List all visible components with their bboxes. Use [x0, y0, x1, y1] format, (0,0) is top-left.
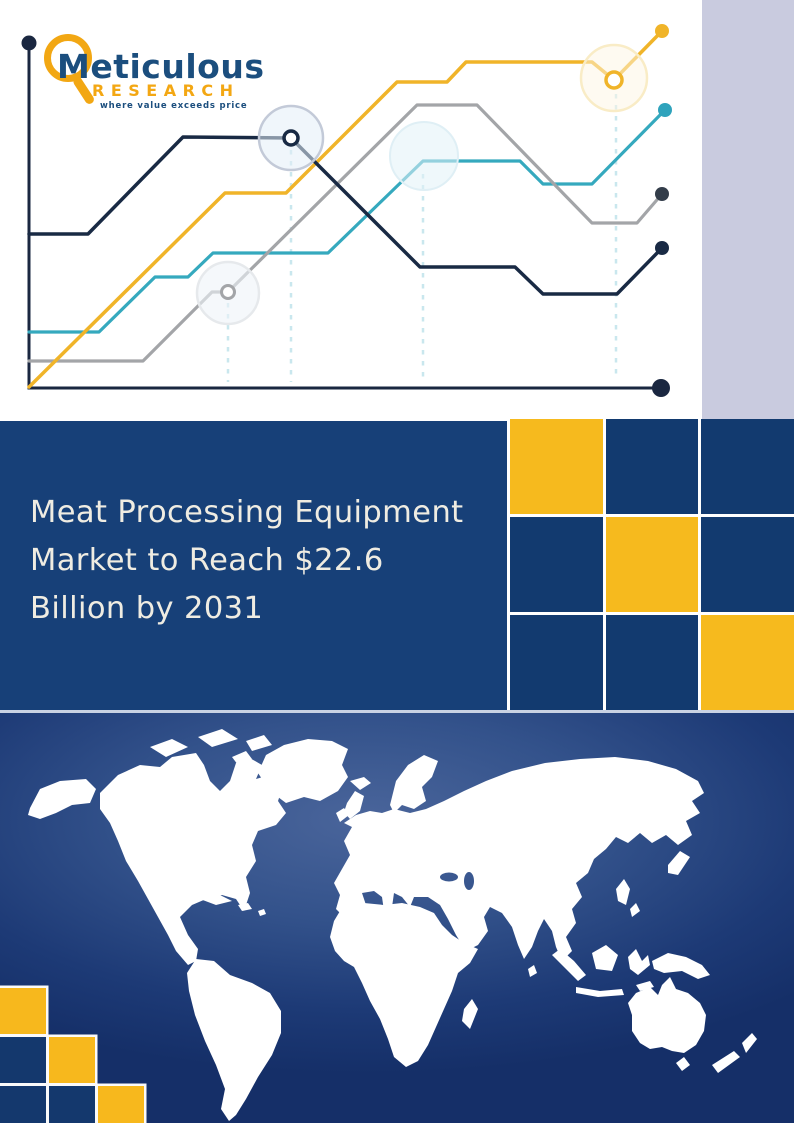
map-section [0, 710, 794, 1123]
page-title-line-2: Market to Reach $22.6 [30, 543, 384, 578]
logo-brand-text: Meticulous [57, 47, 265, 86]
checkerboard-cell-yellow [605, 517, 699, 612]
checkerboard-cell-navy [701, 517, 794, 612]
staircase-cell-yellow [49, 1037, 95, 1083]
staircase-cell-yellow [98, 1086, 144, 1123]
checkerboard-cell-yellow [701, 615, 794, 710]
checkerboard-cell-navy [605, 419, 699, 514]
page-title-line-3: Billion by 2031 [30, 591, 264, 626]
logo-tagline-text: where value exceeds price [100, 101, 248, 111]
checkerboard-cell-navy [605, 615, 699, 710]
staircase-cell-yellow [0, 988, 46, 1034]
checkerboard-cell-navy [510, 517, 603, 612]
page-title: Meat Processing Equipment Market to Reac… [30, 489, 464, 633]
meticulous-research-logo: Meticulous RESEARCH where value exceeds … [40, 30, 270, 120]
logo-sub-text: RESEARCH [92, 81, 240, 100]
checkerboard-pattern [507, 419, 794, 710]
chart-section: Meticulous RESEARCH where value exceeds … [0, 0, 794, 421]
magnifier-icon [44, 34, 92, 82]
decorative-line-chart [21, 24, 672, 397]
world-map [28, 729, 757, 1121]
checkerboard-cell-yellow [510, 419, 603, 514]
lavender-accent-bar [702, 0, 794, 419]
checkerboard-cell-navy [701, 419, 794, 514]
staircase-cell-navy [49, 1086, 95, 1123]
checkerboard-cell-navy [510, 615, 603, 710]
staircase-cell-navy [0, 1037, 46, 1083]
staircase-cell-navy [0, 1086, 46, 1123]
page-title-line-1: Meat Processing Equipment [30, 495, 464, 530]
